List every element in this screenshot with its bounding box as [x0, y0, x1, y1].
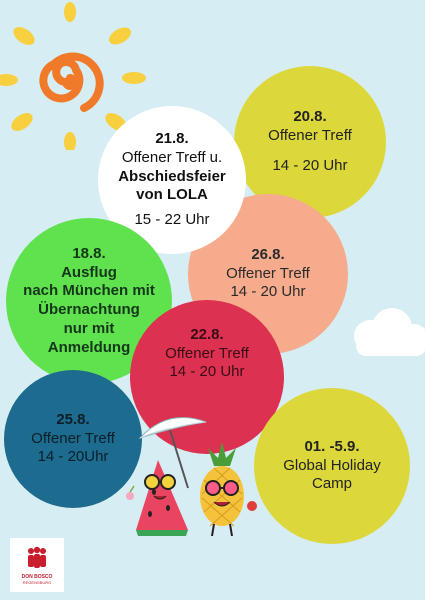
event-title: Offener Treff [31, 429, 115, 447]
sun-icon [0, 2, 146, 150]
event-time: 14 - 20Uhr [37, 448, 109, 466]
event-time: 15 - 22 Uhr [134, 211, 210, 229]
event-date: 22.8. [190, 325, 224, 343]
event-line: Ausflug [61, 263, 117, 281]
event-line: Übernachtung [38, 301, 140, 318]
event-date: 01. -5.9. [304, 437, 360, 455]
cloud-icon [354, 308, 425, 356]
event-title-bold: Abschiedsfeier [118, 167, 226, 185]
event-date: 20.8. [293, 107, 327, 125]
event-title: Offener Treff u. [121, 148, 223, 166]
event-time: 14 - 20 Uhr [169, 363, 245, 381]
event-date: 25.8. [56, 410, 90, 428]
logo-name: DON BOSCO [21, 573, 53, 580]
watermelon-mascot [126, 460, 188, 536]
mascots-illustration [126, 417, 257, 537]
event-title: Offener Treff [226, 264, 310, 282]
event-circle-21-8: 21.8. Offener Treff u. Abschiedsfeier vo… [98, 106, 246, 254]
event-line: nach München mit [23, 282, 155, 300]
event-title-bold: von LOLA [136, 186, 208, 204]
event-title: Global Holiday [283, 456, 381, 474]
logo-city: REGENSBURG [22, 579, 52, 585]
event-circle-25-8: 25.8. Offener Treff 14 - 20Uhr [4, 370, 142, 508]
event-line: nur mit [63, 319, 115, 337]
event-date: 18.8. [72, 244, 106, 262]
pineapple-mascot [200, 442, 257, 537]
event-date: 26.8. [251, 245, 285, 263]
event-circle-01-5-9: 01. -5.9. Global Holiday Camp [254, 388, 410, 544]
event-time: 14 - 20 Uhr [230, 283, 306, 301]
don-bosco-logo: DON BOSCO REGENSBURG [10, 538, 64, 592]
event-time: 14 - 20 Uhr [272, 157, 348, 175]
event-line: Anmeldung [47, 338, 131, 356]
event-title: Offener Treff [165, 344, 249, 362]
beach-umbrella-icon [138, 417, 207, 489]
event-circle-20-8: 20.8. Offener Treff 14 - 20 Uhr [234, 66, 386, 218]
event-title: Camp [311, 475, 352, 493]
don-bosco-figures-icon [28, 546, 46, 568]
event-date: 21.8. [155, 130, 189, 148]
event-title: Offener Treff [268, 126, 352, 144]
